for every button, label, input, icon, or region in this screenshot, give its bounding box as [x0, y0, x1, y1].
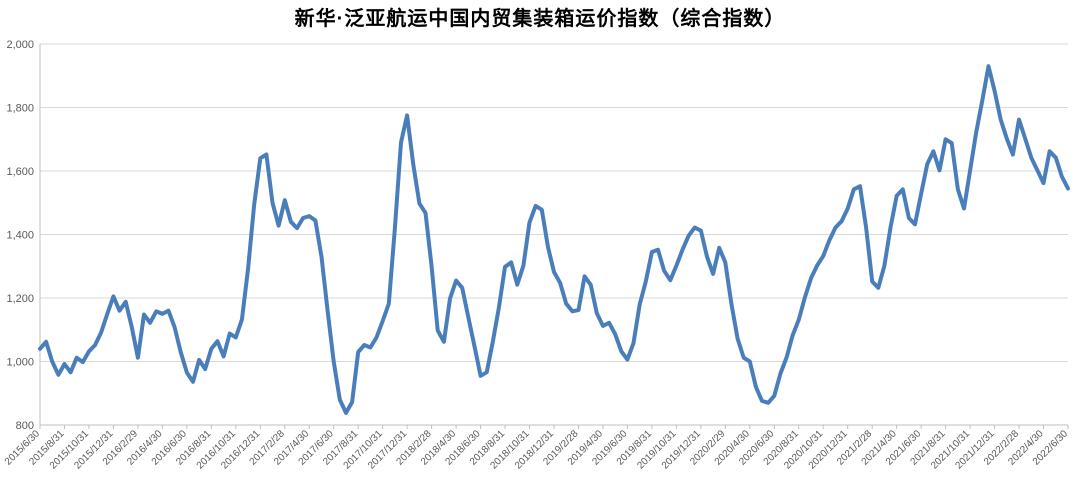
y-axis-tick-label: 1,400: [6, 230, 34, 242]
y-axis-tick-label: 1,200: [6, 293, 34, 305]
y-axis-tick-label: 1,000: [6, 357, 34, 369]
freight-index-line: [38, 64, 1070, 415]
chart-title: 新华·泛亚航运中国内贸集装箱运价指数（综合指数）: [294, 8, 786, 30]
y-axis-tick-label: 2,000: [6, 39, 34, 51]
y-axis-tick-label: 800: [16, 420, 34, 432]
y-axis-tick-label: 1,600: [6, 166, 34, 178]
y-axis-tick-label: 1,800: [6, 103, 34, 115]
plot-area: 8001,0001,2001,4001,6001,8002,0002015/6/…: [3, 39, 1071, 472]
